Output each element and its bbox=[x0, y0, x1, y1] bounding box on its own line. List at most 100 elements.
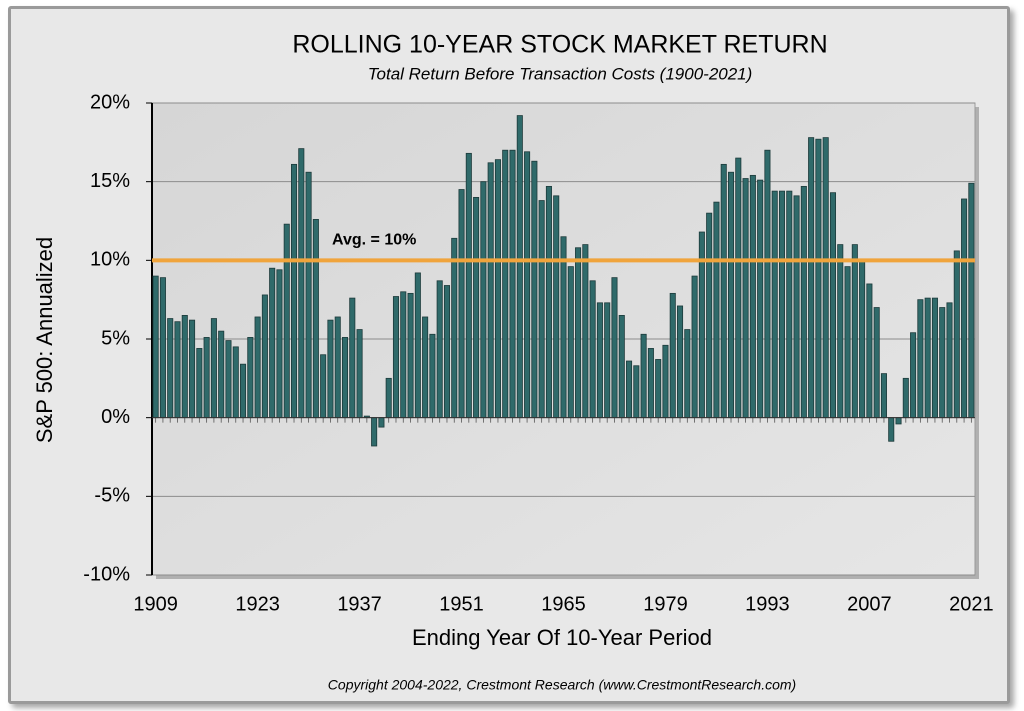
bar bbox=[538, 200, 545, 419]
y-tick-label: -5% bbox=[94, 485, 130, 507]
bar bbox=[662, 344, 669, 419]
bar bbox=[684, 329, 691, 419]
bar bbox=[706, 212, 713, 419]
bar bbox=[917, 299, 924, 419]
bar bbox=[473, 196, 480, 419]
bar bbox=[589, 280, 596, 419]
bar bbox=[931, 297, 938, 419]
bar bbox=[749, 174, 756, 419]
y-tick-label: -10% bbox=[83, 563, 130, 585]
y-tick-label: 15% bbox=[90, 170, 130, 192]
bar bbox=[334, 316, 341, 419]
bar bbox=[611, 277, 618, 419]
bar bbox=[356, 329, 363, 419]
bar bbox=[808, 137, 815, 419]
bar bbox=[480, 181, 487, 419]
bar bbox=[189, 319, 196, 419]
bar bbox=[465, 152, 472, 419]
bar bbox=[961, 198, 968, 419]
x-tick-label: 1979 bbox=[643, 593, 688, 615]
x-tick-label: 2021 bbox=[949, 593, 994, 615]
bar bbox=[837, 244, 844, 419]
chart-title: ROLLING 10-YEAR STOCK MARKET RETURN bbox=[292, 31, 827, 59]
bar bbox=[451, 237, 458, 419]
bar bbox=[946, 302, 953, 419]
y-tick-label: 10% bbox=[90, 249, 130, 271]
bar bbox=[626, 360, 633, 419]
bar bbox=[742, 178, 749, 419]
bar bbox=[254, 316, 261, 419]
bar bbox=[567, 266, 574, 419]
bar bbox=[392, 296, 400, 419]
bar bbox=[888, 417, 895, 442]
bar bbox=[800, 185, 807, 419]
x-tick-label: 1909 bbox=[133, 593, 178, 615]
x-tick-label: 1993 bbox=[745, 593, 790, 615]
bar bbox=[618, 314, 625, 419]
bar bbox=[327, 319, 334, 419]
bar bbox=[655, 359, 662, 419]
average-label: Avg. = 10% bbox=[332, 232, 416, 249]
bar bbox=[815, 138, 822, 419]
bar bbox=[647, 348, 654, 419]
bar bbox=[859, 259, 866, 419]
bar bbox=[240, 363, 247, 419]
x-tick-label: 2007 bbox=[847, 593, 892, 615]
bar bbox=[575, 247, 582, 419]
copyright: Copyright 2004-2022, Crestmont Research … bbox=[328, 677, 796, 693]
x-tick-label: 1937 bbox=[337, 593, 382, 615]
bar bbox=[873, 307, 880, 419]
bar bbox=[181, 314, 188, 419]
bar bbox=[880, 373, 887, 419]
bar bbox=[924, 297, 931, 419]
y-tick-label: 0% bbox=[101, 406, 130, 428]
bar bbox=[786, 190, 793, 419]
bar bbox=[866, 283, 873, 419]
bar bbox=[968, 182, 975, 419]
bar bbox=[341, 337, 349, 419]
x-tick-label: 1923 bbox=[235, 593, 280, 615]
bar bbox=[829, 192, 836, 419]
bar bbox=[778, 190, 786, 419]
bar bbox=[269, 267, 276, 419]
bar bbox=[232, 346, 239, 419]
bar bbox=[553, 195, 560, 419]
bar bbox=[371, 417, 378, 447]
bar bbox=[174, 321, 181, 419]
bar bbox=[822, 137, 829, 419]
bar bbox=[509, 149, 516, 419]
bar bbox=[640, 333, 647, 419]
y-tick-label: 20% bbox=[90, 91, 130, 113]
bar bbox=[400, 291, 407, 419]
y-tick-label: 5% bbox=[101, 327, 130, 349]
bar bbox=[159, 277, 166, 419]
bar bbox=[545, 185, 552, 419]
bar bbox=[152, 275, 159, 419]
bar bbox=[502, 149, 509, 419]
bar bbox=[677, 305, 684, 419]
bar bbox=[429, 333, 436, 419]
bar bbox=[524, 151, 531, 419]
bar bbox=[793, 195, 800, 419]
bar bbox=[669, 292, 676, 419]
bar bbox=[305, 171, 312, 419]
x-axis-label: Ending Year Of 10-Year Period bbox=[412, 625, 712, 650]
bar bbox=[210, 318, 217, 419]
bar bbox=[443, 285, 450, 419]
bar bbox=[953, 250, 960, 419]
bar bbox=[764, 149, 771, 419]
x-tick-label: 1965 bbox=[541, 593, 586, 615]
bar bbox=[902, 377, 909, 419]
bar bbox=[713, 201, 720, 419]
bar bbox=[633, 365, 640, 419]
bar bbox=[378, 417, 385, 428]
bar bbox=[604, 302, 611, 419]
bar bbox=[720, 163, 727, 419]
bar bbox=[196, 348, 203, 419]
bar bbox=[261, 294, 268, 419]
bar bbox=[203, 337, 210, 419]
bar bbox=[436, 280, 443, 419]
bar bbox=[276, 269, 283, 419]
bar bbox=[218, 330, 225, 419]
